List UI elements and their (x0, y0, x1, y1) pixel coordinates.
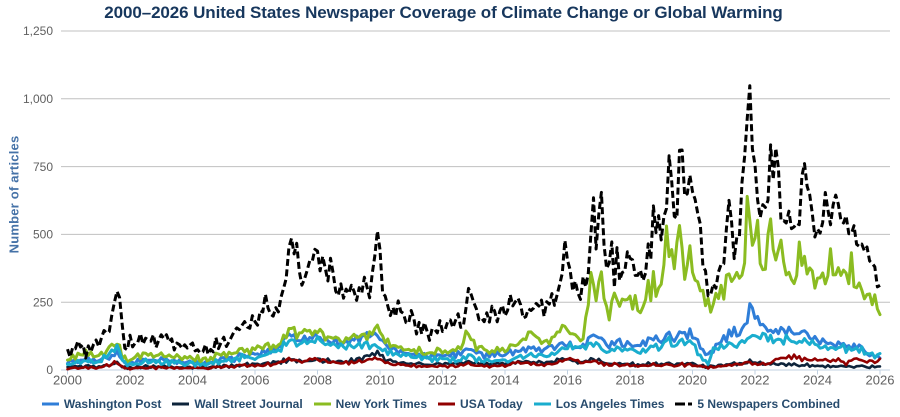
svg-text:2000: 2000 (53, 373, 82, 388)
svg-text:2018: 2018 (616, 373, 645, 388)
svg-text:2012: 2012 (428, 373, 457, 388)
svg-text:250: 250 (33, 295, 53, 309)
svg-text:2024: 2024 (803, 373, 832, 388)
svg-text:2010: 2010 (366, 373, 395, 388)
svg-text:2008: 2008 (303, 373, 332, 388)
svg-text:2026: 2026 (866, 373, 895, 388)
svg-text:2004: 2004 (178, 373, 207, 388)
svg-text:1,250: 1,250 (23, 24, 53, 38)
svg-text:1,000: 1,000 (23, 92, 53, 106)
svg-text:0: 0 (46, 363, 53, 377)
svg-text:2014: 2014 (491, 373, 520, 388)
svg-text:500: 500 (33, 228, 53, 242)
svg-text:2016: 2016 (553, 373, 582, 388)
svg-text:2022: 2022 (741, 373, 770, 388)
svg-text:2002: 2002 (116, 373, 145, 388)
svg-text:2020: 2020 (678, 373, 707, 388)
svg-text:2006: 2006 (241, 373, 270, 388)
svg-text:750: 750 (33, 160, 53, 174)
